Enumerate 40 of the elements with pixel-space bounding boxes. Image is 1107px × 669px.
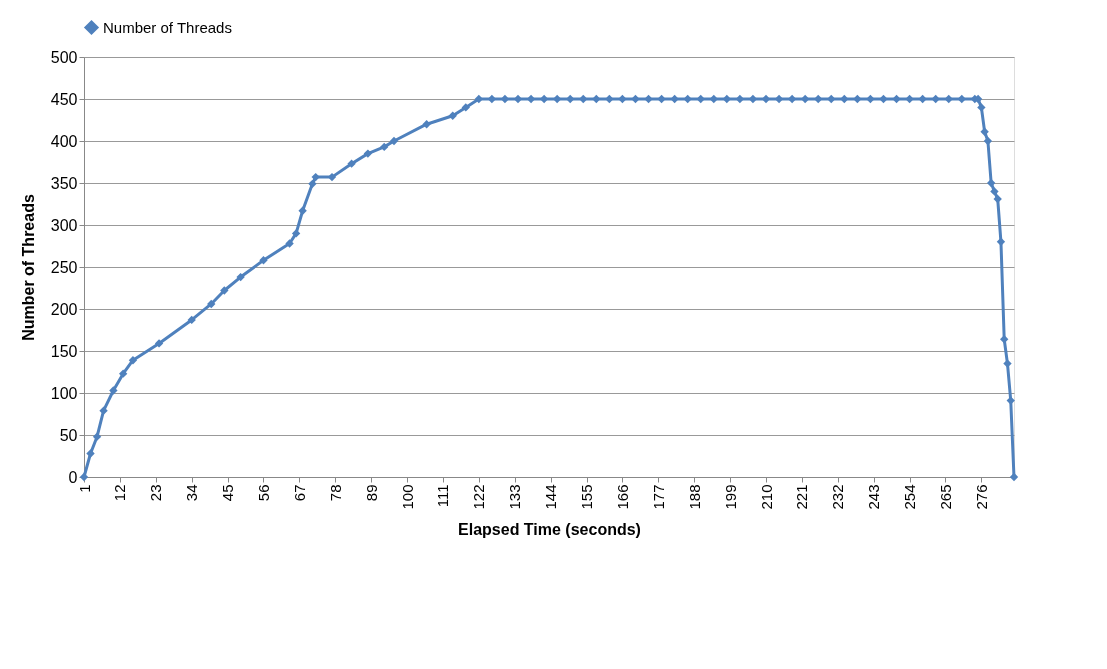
x-tick-label: 188 — [685, 484, 703, 510]
x-tick-label: 243 — [865, 484, 883, 510]
y-tick-label: 250 — [50, 258, 78, 276]
x-tick-label: 12 — [111, 484, 129, 502]
x-tick-label: 265 — [936, 484, 954, 510]
legend-label: Number of Threads — [103, 18, 232, 36]
y-tick-label: 50 — [59, 426, 78, 444]
x-tick-label: 34 — [183, 484, 201, 502]
x-tick-label: 45 — [219, 484, 237, 502]
x-axis-title: Elapsed Time (seconds) — [458, 520, 641, 538]
x-tick-label: 111 — [434, 484, 452, 508]
x-tick-label: 89 — [362, 484, 380, 502]
y-axis-title: Number of Threads — [19, 194, 37, 341]
y-tick-label: 300 — [50, 216, 78, 234]
y-tick-label: 100 — [50, 384, 78, 402]
y-tick-label: 0 — [68, 468, 78, 486]
x-tick-label: 133 — [506, 484, 524, 510]
x-tick-label: 23 — [147, 484, 165, 502]
x-tick-label: 166 — [613, 484, 631, 510]
x-tick-label: 232 — [829, 484, 847, 510]
x-tick-label: 56 — [254, 484, 272, 502]
y-tick-label: 500 — [50, 48, 78, 66]
y-tick-label: 400 — [50, 132, 78, 150]
x-tick-label: 254 — [901, 484, 919, 510]
x-tick-label: 155 — [578, 484, 596, 510]
x-tick-label: 78 — [326, 484, 344, 502]
x-tick-label: 100 — [398, 484, 416, 510]
x-tick-label: 144 — [542, 484, 560, 510]
y-tick-label: 150 — [50, 342, 78, 360]
x-tick-label: 210 — [757, 484, 775, 510]
x-tick-label: 177 — [649, 484, 667, 510]
y-tick-label: 350 — [50, 174, 78, 192]
x-tick-label: 1 — [75, 484, 93, 493]
x-tick-label: 276 — [972, 484, 990, 510]
x-tick-label: 122 — [470, 484, 488, 510]
y-tick-label: 450 — [50, 90, 78, 108]
x-tick-label: 67 — [290, 484, 308, 502]
x-tick-label: 199 — [721, 484, 739, 510]
x-tick-label: 221 — [793, 484, 811, 510]
y-tick-label: 200 — [50, 300, 78, 318]
